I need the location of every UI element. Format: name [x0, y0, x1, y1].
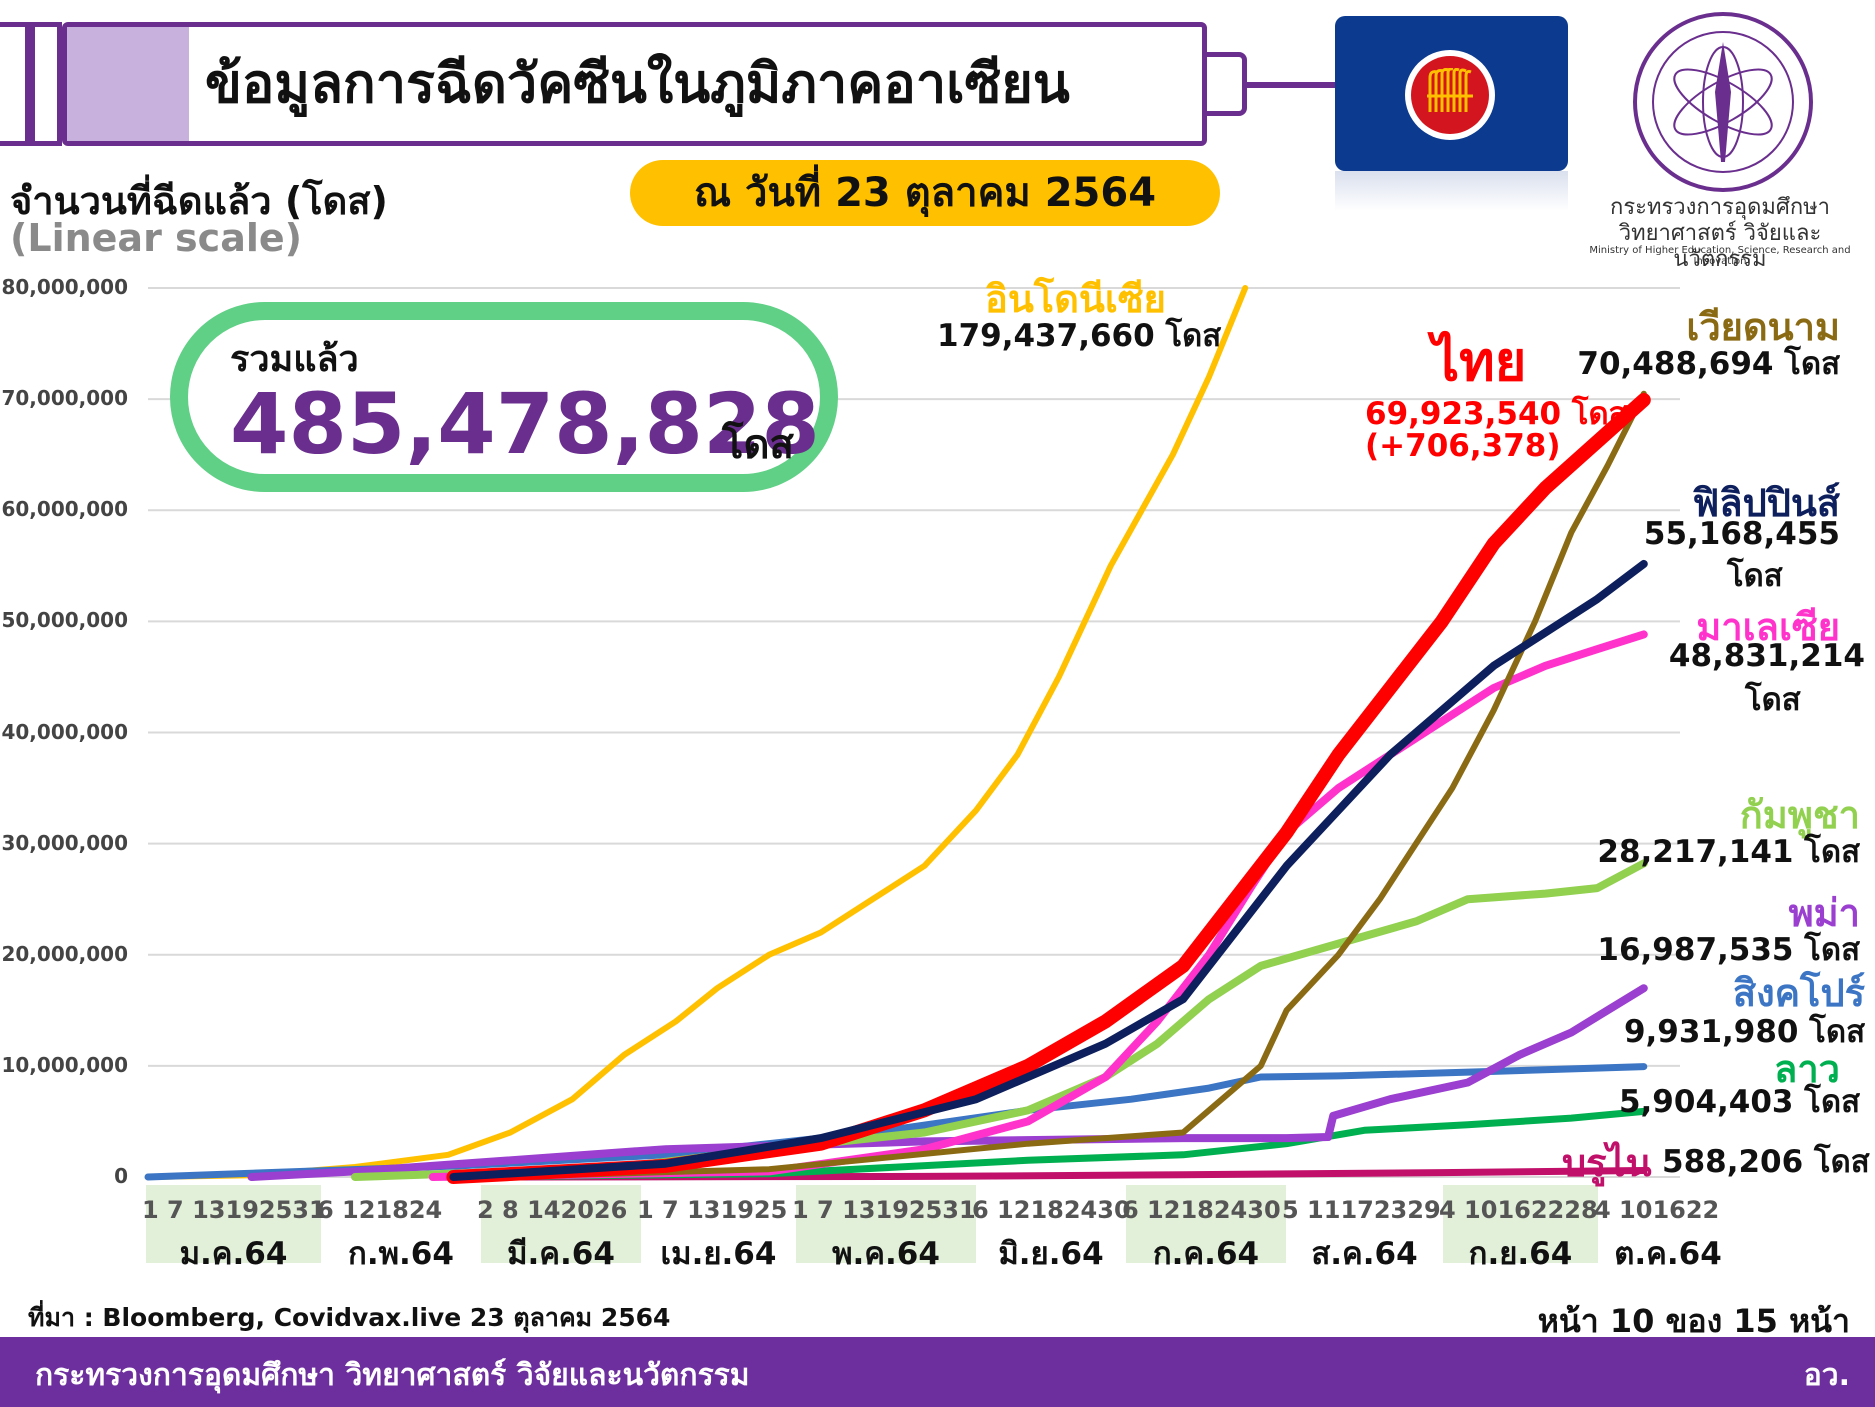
syringe-fill [67, 27, 189, 141]
x-day-ticks: 4 101622 [1594, 1196, 1720, 1224]
label-vietnam-value: 70,488,694 โดส [1577, 346, 1840, 382]
series-line-8 [455, 1107, 1648, 1181]
label-philippines-name: ฟิลิปปินส์ [1692, 481, 1840, 525]
label-singapore-name: สิงคโปร์ [1732, 971, 1865, 1015]
month-band [796, 1185, 976, 1263]
label-vietnam-name: เวียดนาม [1686, 305, 1840, 349]
footer-bar [0, 1337, 1875, 1407]
syringe-plunger-bar [30, 22, 62, 146]
x-month-label: มิ.ย.64 [998, 1236, 1104, 1272]
series-line-0 [145, 285, 1249, 1180]
total-value: 485,478,828 [230, 375, 820, 473]
y-tick-label: 70,000,000 [1, 386, 128, 411]
asean-flag-reflection [1335, 171, 1568, 211]
y-tick-label: 80,000,000 [1, 275, 128, 299]
footer-ministry-name: กระทรวงการอุดมศึกษา วิทยาศาสตร์ วิจัยและ… [35, 1358, 750, 1393]
label-laos-name: ลาว [1774, 1047, 1840, 1091]
x-month-label: ก.ค.64 [1152, 1236, 1260, 1272]
x-day-ticks: 6 12182430 [1122, 1196, 1281, 1224]
x-month-label: ก.พ.64 [348, 1236, 454, 1272]
y-tick-label: 40,000,000 [1, 719, 128, 744]
x-day-ticks: 5 11172329 [1282, 1196, 1441, 1224]
page-title: ข้อมูลการฉีดวัคซีนในภูมิภาคอาเซียน [205, 52, 1070, 115]
label-cambodia-name: กัมพูชา [1739, 793, 1860, 837]
x-day-ticks: 4 10162228 [1439, 1196, 1598, 1224]
label-brunei-name: บรูไน [1562, 1141, 1652, 1185]
y-tick-label: 0 [114, 1164, 128, 1188]
x-month-label: มี.ค.64 [507, 1236, 615, 1272]
ministry-name-thai: กระทรวงการอุดมศึกษา วิทยาศาสตร์ วิจัยและ… [1610, 195, 1830, 272]
label-thailand-value: 69,923,540 โดส [1365, 396, 1628, 432]
total-unit: โดส [722, 422, 794, 468]
y-axis-subtitle: (Linear scale) [10, 216, 302, 260]
ministry-atom-icon [1652, 31, 1794, 173]
label-cambodia-value: 28,217,141 โดส [1597, 834, 1860, 870]
series-line-3 [449, 559, 1648, 1181]
x-month-label: ต.ค.64 [1614, 1236, 1722, 1272]
series-line-2 [491, 390, 1647, 1180]
date-pill [630, 160, 1220, 226]
syringe-barrel [62, 22, 1207, 146]
x-month-label: เม.ย.64 [660, 1236, 777, 1272]
total-doses-pill [170, 302, 838, 492]
y-tick-label: 60,000,000 [1, 497, 128, 522]
x-day-ticks: 1 7 13192531 [142, 1196, 326, 1224]
x-month-label: ส.ค.64 [1311, 1236, 1418, 1272]
x-month-label: ม.ค.64 [179, 1236, 288, 1272]
label-indonesia-value: 179,437,660 โดส [937, 318, 1222, 354]
series-line-6 [247, 984, 1648, 1181]
series-layer [144, 285, 1651, 1184]
label-philippines-unit: โดส [1727, 558, 1783, 594]
label-malaysia-value: 48,831,214 [1668, 638, 1865, 674]
x-month-label: ก.ย.64 [1468, 1236, 1573, 1272]
x-day-ticks: 6 121824 [317, 1196, 443, 1224]
x-day-ticks: 6 12182430 [972, 1196, 1131, 1224]
series-line-9 [506, 1167, 1648, 1181]
source-text: ที่มา : Bloomberg, Covidvax.live 23 ตุลา… [28, 1303, 671, 1332]
page-indicator: หน้า 10 ของ 15 หน้า [1537, 1302, 1850, 1340]
y-tick-label: 50,000,000 [1, 608, 128, 633]
label-malaysia-name: มาเลเซีย [1696, 605, 1840, 649]
total-label: รวมแล้ว [230, 339, 359, 380]
label-myanmar-value: 16,987,535 โดส [1597, 932, 1860, 968]
series-line-1 [446, 393, 1651, 1184]
date-text: ณ วันที่ 23 ตุลาคม 2564 [693, 170, 1157, 216]
y-axis-title: จำนวนที่ฉีดแล้ว (โดส) [10, 179, 388, 223]
label-brunei-value: 588,206 โดส [1662, 1144, 1870, 1180]
x-day-ticks: 1 7 131925 [637, 1196, 788, 1224]
syringe-needle [1247, 82, 1337, 88]
month-band-layer [146, 1185, 1598, 1263]
label-thailand-change: (+706,378) [1365, 428, 1561, 464]
y-tick-label: 10,000,000 [1, 1052, 128, 1077]
label-singapore-value: 9,931,980 โดส [1623, 1014, 1865, 1050]
month-band [1443, 1185, 1598, 1263]
syringe-plunger-handle [0, 22, 30, 146]
asean-rice-sheaf-icon [1427, 68, 1473, 112]
x-month-label: พ.ค.64 [832, 1236, 940, 1272]
x-day-ticks: 2 8 142026 [477, 1196, 628, 1224]
x-day-ticks: 1 7 13192531 [792, 1196, 976, 1224]
month-band [481, 1185, 641, 1263]
y-tick-label: 20,000,000 [1, 941, 128, 966]
footer-office-abbr: อว. [1803, 1358, 1850, 1393]
syringe-tip [1207, 52, 1247, 116]
month-band [1126, 1185, 1286, 1263]
label-indonesia-name: อินโดนีเซีย [985, 277, 1166, 321]
y-tick-label: 30,000,000 [1, 830, 128, 855]
month-band [146, 1185, 321, 1263]
label-laos-value: 5,904,403 โดส [1618, 1084, 1860, 1120]
ministry-name-english: Ministry of Higher Education, Science, R… [1589, 245, 1851, 267]
label-philippines-value: 55,168,455 [1643, 516, 1840, 552]
label-thailand-name: ไทย [1432, 330, 1527, 393]
label-myanmar-name: พม่า [1788, 891, 1860, 935]
label-malaysia-unit: โดส [1745, 682, 1801, 718]
